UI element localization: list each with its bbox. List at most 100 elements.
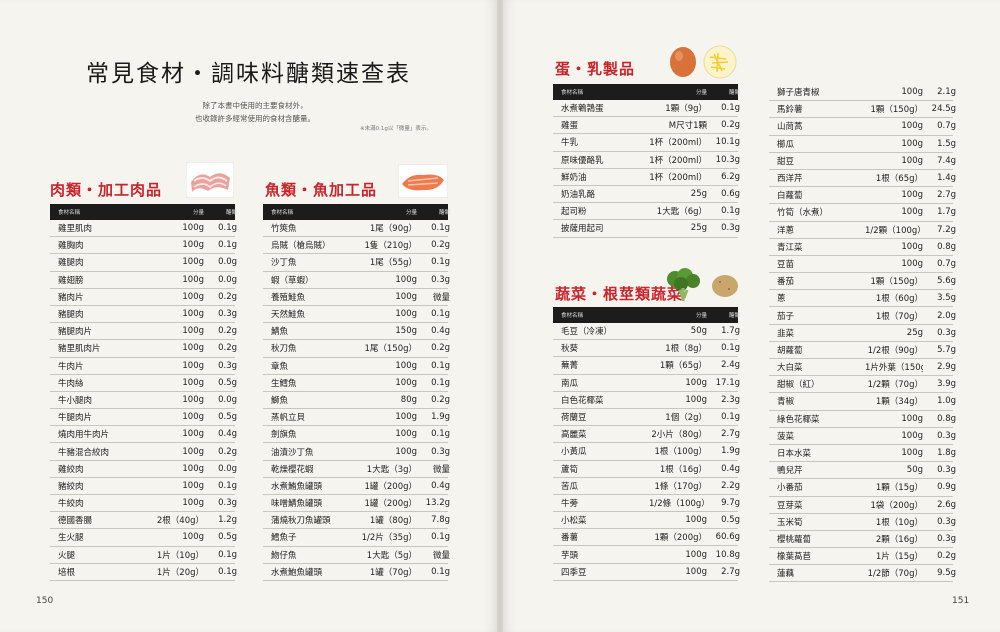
cell-amount: 100g: [901, 190, 923, 201]
table-row: 毛豆（冷凍） 50g 1.7g: [553, 323, 740, 341]
cell-name: 番茄: [777, 277, 795, 288]
cell-carb: 0.2g: [218, 291, 237, 302]
cell-amount: 25g: [690, 223, 707, 234]
table-row: 玉米筍 1根（10g） 0.3g: [769, 514, 956, 531]
cell-name: 牛腿肉片: [58, 413, 93, 424]
cell-carb: 1.8g: [937, 448, 956, 459]
cell-amount: 1隻（210g）: [364, 241, 417, 252]
cell-amount: 1顆（9g）: [665, 104, 707, 115]
cell-name: 豆苗: [777, 259, 795, 270]
dairy-section-title: 蛋・乳製品: [555, 60, 636, 78]
cell-carb: 0.7g: [937, 121, 956, 132]
cell-name: 原味優酪乳: [561, 155, 604, 166]
cell-carb: 0.2g: [721, 120, 740, 131]
cell-amount: 2小片（80g）: [651, 430, 707, 441]
table-row: 起司粉 1大匙（6g） 0.1g: [553, 203, 740, 221]
cell-amount: 1袋（200g）: [870, 500, 923, 511]
cell-amount: 1顆（15g）: [875, 483, 923, 494]
cell-name: 乾燥櫻花蝦: [271, 464, 314, 475]
cell-name: 味噌鯖魚罐頭: [271, 499, 323, 510]
table-row: 番薯 1顆（200g） 60.6g: [553, 529, 740, 547]
cell-name: 豬肉片: [58, 292, 84, 303]
intro-line-1: 除了本書中使用的主要食材外，: [202, 101, 308, 110]
cell-carb: 0.3g: [937, 516, 956, 527]
cell-amount: 150g: [395, 326, 417, 337]
table-row: 豬里肌肉片 100g 0.2g: [50, 340, 237, 358]
cell-amount: 1根（16g）: [659, 464, 707, 475]
cell-amount: 1/2節（70g）: [867, 569, 923, 580]
cell-carb: 0.2g: [218, 446, 237, 457]
cell-carb: 0.1g: [721, 412, 740, 423]
table-row: 大白菜 1片外葉（150g） 2.9g: [769, 359, 956, 377]
cell-amount: 1片外葉（150g）: [865, 363, 923, 374]
cell-name: 水煮鮪魚罐頭: [271, 481, 323, 492]
table-row: 蒲燒秋刀魚罐頭 1罐（80g） 7.8g: [263, 512, 450, 530]
cell-name: 秋刀魚: [271, 344, 297, 355]
cell-carb: 0.1g: [431, 429, 450, 440]
table-row: 茄子 1根（70g） 2.0g: [769, 307, 956, 325]
cell-name: 豆芽菜: [777, 500, 803, 511]
table-row: 牛肉片 100g 0.3g: [50, 358, 237, 375]
cell-carb: 2.1g: [937, 87, 956, 98]
cell-carb: 0.3g: [431, 274, 450, 285]
cell-amount: M尺寸1顆: [668, 121, 707, 132]
table-row: 牛腿肉片 100g 0.5g: [50, 409, 237, 427]
cell-name: 培根: [58, 567, 76, 578]
cell-carb: 0.5g: [218, 532, 237, 543]
cell-name: 胡蘿蔔: [777, 345, 803, 356]
cell-amount: 100g: [685, 377, 707, 388]
cell-amount: 1杯（200ml）: [649, 172, 707, 183]
table-row: 番茄 1顆（150g） 5.6g: [769, 273, 956, 291]
table-row: 橡葉萵苣 1片（15g） 0.2g: [769, 548, 956, 566]
cell-carb: 2.7g: [721, 566, 740, 577]
cell-carb: 0.0g: [218, 394, 237, 405]
cell-amount: 100g: [901, 155, 923, 166]
cell-name: 沙丁魚: [271, 258, 297, 269]
cell-name: 南瓜: [561, 378, 579, 389]
fish-table: 食材名稱 分量 醣類 竹筴魚 1尾（90g） 0.1g 烏賊（槍烏賊） 1隻（210g） 0.2…: [263, 204, 450, 581]
cell-name: 蒸帆立貝: [271, 413, 306, 424]
cell-carb: 24.5g: [931, 104, 956, 115]
cell-name: 牛肉絲: [58, 378, 84, 389]
cell-amount: 1/2片（35g）: [361, 533, 417, 544]
cell-name: 竹筴魚: [271, 224, 297, 235]
cell-amount: 100g: [395, 377, 417, 388]
cell-carb: 微量: [432, 292, 450, 303]
cell-carb: 0.3g: [721, 223, 740, 234]
cell-name: 青椒: [777, 397, 795, 408]
cell-amount: 100g: [901, 121, 923, 132]
cell-carb: 3.5g: [937, 293, 956, 304]
cell-amount: 1根（100g）: [654, 447, 707, 458]
cell-amount: 1罐（80g）: [369, 516, 417, 527]
cell-amount: 1根（8g）: [665, 344, 707, 355]
cell-name: 白色花椰菜: [561, 395, 604, 406]
cell-carb: 0.1g: [431, 566, 450, 577]
table-row: 水煮鵪鶉蛋 1顆（9g） 0.1g: [553, 100, 740, 118]
cell-amount: 1顆（200g）: [654, 533, 707, 544]
cell-amount: 100g: [685, 549, 707, 560]
table-row: 牛肉絲 100g 0.5g: [50, 375, 237, 392]
cell-carb: 0.2g: [431, 240, 450, 251]
cell-carb: 0.4g: [431, 480, 450, 491]
table-row: 雞腿肉 100g 0.0g: [50, 254, 237, 272]
cell-carb: 0.5g: [721, 515, 740, 526]
table-row: 甜椒（紅） 1/2顆（70g） 3.9g: [769, 376, 956, 394]
cell-amount: 100g: [395, 309, 417, 320]
table-header: 食材名稱 分量 醣類: [263, 204, 450, 220]
cell-amount: 100g: [901, 430, 923, 441]
table-row: 白色花椰菜 100g 2.3g: [553, 392, 740, 409]
table-row: 青江菜 100g 0.8g: [769, 239, 956, 256]
cell-carb: 0.9g: [937, 482, 956, 493]
fish-photo: [398, 164, 448, 198]
cell-name: 櫻桃蘿蔔: [777, 534, 812, 545]
cell-carb: 0.1g: [431, 257, 450, 268]
table-row: 披薩用起司 25g 0.3g: [553, 220, 740, 238]
cell-amount: 1/2條（100g）: [649, 498, 707, 509]
cell-carb: 0.6g: [721, 189, 740, 200]
cell-amount: 100g: [685, 394, 707, 405]
cell-amount: 1/2顆（70g）: [867, 380, 923, 391]
cell-amount: 1/2根（90g）: [867, 345, 923, 356]
table-row: 劍旗魚 100g 0.1g: [263, 426, 450, 444]
cell-amount: 100g: [901, 87, 923, 98]
table-row: 雞絞肉 100g 0.0g: [50, 461, 237, 478]
